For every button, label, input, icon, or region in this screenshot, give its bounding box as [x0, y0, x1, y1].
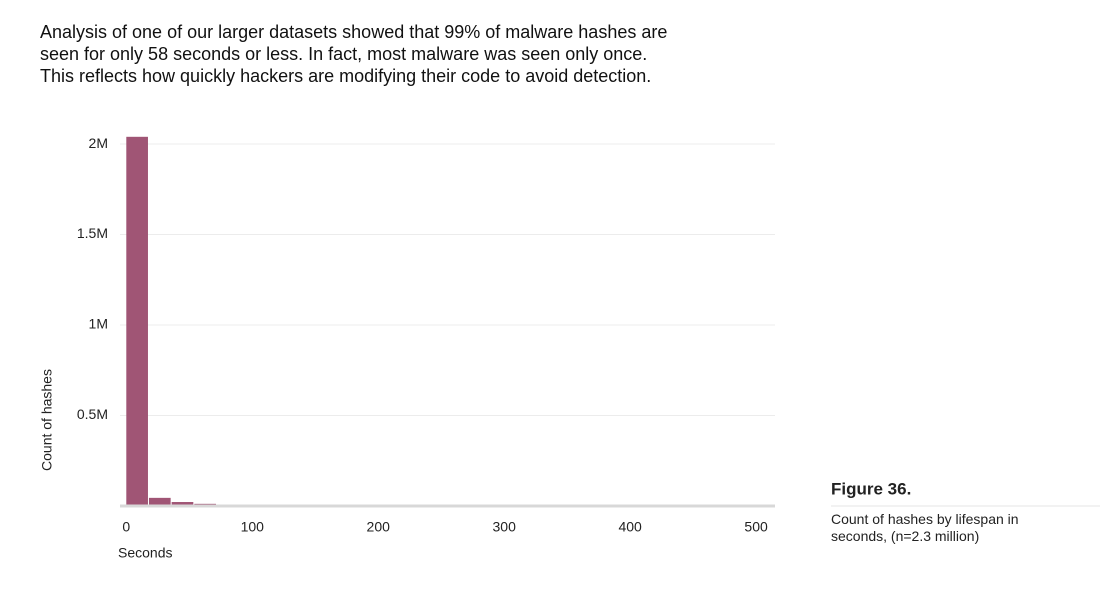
intro-line: seen for only 58 seconds or less. In fac…: [40, 44, 647, 64]
bar: [126, 136, 148, 506]
x-tick-label: 300: [493, 519, 517, 535]
x-tick-label: 500: [744, 519, 768, 535]
figure-label: Figure 36.: [831, 479, 911, 498]
x-tick-label: 0: [122, 519, 130, 535]
y-tick-label: 1M: [89, 316, 108, 332]
y-axis-label: Count of hashes: [39, 369, 55, 471]
figure-caption: Count of hashes by lifespan in seconds, …: [831, 511, 1019, 544]
x-tick-label: 100: [241, 519, 265, 535]
x-axis-label: Seconds: [118, 545, 172, 561]
y-tick-label: 2M: [89, 135, 108, 151]
y-tick-label: 0.5M: [77, 406, 108, 422]
x-tick-label: 400: [618, 519, 642, 535]
y-tick-label: 1.5M: [77, 225, 108, 241]
bar: [171, 502, 194, 506]
intro-line: Analysis of one of our larger datasets s…: [40, 22, 667, 42]
bar: [148, 497, 171, 506]
intro-line: This reflects how quickly hackers are mo…: [40, 66, 651, 86]
x-tick-label: 200: [367, 519, 391, 535]
